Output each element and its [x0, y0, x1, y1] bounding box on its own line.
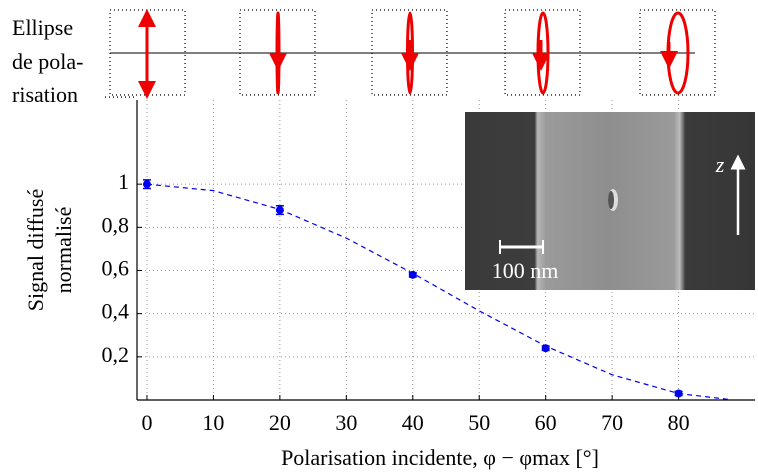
y-tick-label: 0,4 [102, 299, 130, 324]
x-tick-label: 50 [468, 410, 490, 435]
y-axis-label: normalisé [51, 207, 76, 294]
y-axis-label: Signal diffusé [23, 189, 48, 311]
data-point [674, 389, 683, 398]
x-tick-label: 40 [402, 410, 424, 435]
data-point [541, 344, 550, 353]
x-tick-label: 60 [535, 410, 557, 435]
x-tick-label: 0 [141, 410, 152, 435]
y-tick-label: 0,8 [102, 212, 130, 237]
data-point [408, 270, 417, 279]
scale-bar-label: 100 nm [492, 258, 559, 283]
y-tick-label: 1 [118, 169, 129, 194]
x-tick-label: 70 [601, 410, 623, 435]
polarisation-ellipses [109, 9, 716, 99]
x-tick-label: 80 [668, 410, 690, 435]
inset-image [465, 112, 755, 290]
annotation-label: de pola- [12, 49, 83, 74]
x-tick-label: 10 [202, 410, 224, 435]
data-point [142, 180, 151, 189]
x-tick-label: 30 [335, 410, 357, 435]
y-tick-label: 0,2 [102, 342, 130, 367]
annotation-label: Ellipse [12, 15, 73, 40]
y-tick-label: 0,6 [102, 256, 130, 281]
data-point [275, 206, 284, 215]
annotation-label: risation [12, 82, 78, 107]
x-tick-label: 20 [269, 410, 291, 435]
plot-area: 0 10 20 30 40 50 60 70 80 0,2 0,4 0,6 0,8 1 [102, 100, 755, 435]
x-axis-label: Polarisation incidente, φ − φmax [°] [281, 445, 599, 470]
inset-axis-label: z [715, 152, 725, 177]
fit-line [146, 183, 732, 401]
